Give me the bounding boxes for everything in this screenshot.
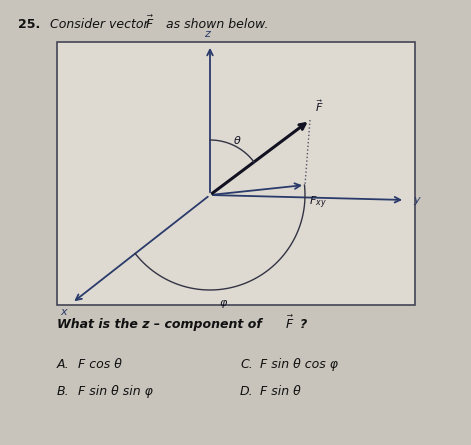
Text: $\vec{F}$: $\vec{F}$ [315, 98, 324, 114]
Text: Consider vector: Consider vector [50, 18, 153, 31]
Text: A.: A. [57, 358, 70, 371]
Text: z: z [204, 29, 210, 39]
Text: $\varphi$: $\varphi$ [219, 298, 228, 310]
Text: F sin θ cos φ: F sin θ cos φ [260, 358, 338, 371]
Text: ?: ? [300, 318, 307, 331]
Text: $\vec{F}$: $\vec{F}$ [145, 15, 154, 32]
Text: C.: C. [240, 358, 253, 371]
Text: B.: B. [57, 385, 70, 398]
Text: $F_{xy}$: $F_{xy}$ [309, 195, 327, 211]
Text: $\theta$: $\theta$ [234, 134, 242, 146]
Bar [57, 42, 415, 305]
Text: x: x [60, 307, 67, 317]
Text: $\vec{F}$: $\vec{F}$ [285, 315, 294, 332]
Text: 25.: 25. [18, 18, 40, 31]
Text: D.: D. [240, 385, 253, 398]
Text: What is the z – component of: What is the z – component of [57, 318, 266, 331]
Text: as shown below.: as shown below. [162, 18, 268, 31]
Text: F sin θ: F sin θ [260, 385, 301, 398]
Text: F sin θ sin φ: F sin θ sin φ [78, 385, 153, 398]
Text: F cos θ: F cos θ [78, 358, 122, 371]
Text: y: y [413, 195, 420, 205]
